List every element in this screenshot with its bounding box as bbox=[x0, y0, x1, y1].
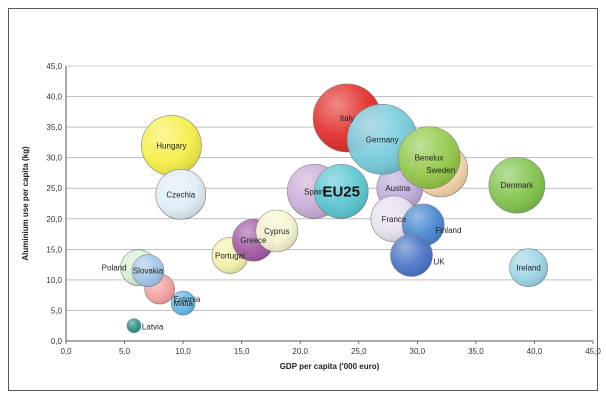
label-poland: Poland bbox=[102, 264, 127, 273]
label-eu25: EU25 bbox=[322, 183, 360, 200]
label-austria: Austria bbox=[385, 184, 410, 193]
label-italy: Italy bbox=[340, 114, 355, 123]
x-axis-title: GDP per capita ('000 euro) bbox=[280, 362, 380, 371]
label-portugal: Portugal bbox=[215, 251, 245, 260]
x-tick-label: 35,0 bbox=[468, 347, 484, 356]
label-cyprus: Cyprus bbox=[264, 227, 289, 236]
bubble-shine-slovakia bbox=[131, 254, 164, 287]
label-france: France bbox=[381, 215, 406, 224]
bubble-shine-latvia bbox=[126, 318, 141, 333]
bubbles bbox=[120, 83, 548, 334]
label-benelux: Benelux bbox=[415, 154, 444, 163]
bubble-shine-cyprus bbox=[255, 210, 298, 252]
bubble-shine-uk bbox=[390, 234, 433, 277]
label-spain: Spain bbox=[304, 187, 324, 196]
y-tick-label: 30,0 bbox=[46, 154, 62, 163]
label-finland: Finland bbox=[435, 226, 461, 235]
axes: 0,0 5,0 10,0 15,0 20,0 25,0 30,0 35,0 40,0 45,0 0,… bbox=[46, 62, 601, 356]
label-estonia: Estonia bbox=[174, 295, 201, 304]
label-uk: UK bbox=[433, 257, 445, 266]
label-denmark: Denmark bbox=[501, 181, 534, 190]
y-tick-label: 45,0 bbox=[46, 62, 62, 71]
y-tick-label: 0,0 bbox=[51, 337, 63, 346]
label-greece: Greece bbox=[240, 236, 267, 245]
x-tick-label: 10,0 bbox=[175, 347, 191, 356]
bubble-shine-benelux bbox=[398, 126, 461, 189]
bubble-shine-eu25 bbox=[314, 164, 369, 219]
label-slovakia: Slovakia bbox=[133, 267, 164, 276]
label-malta: Malta bbox=[173, 299, 193, 308]
y-tick-label: 20,0 bbox=[46, 215, 62, 224]
label-hungary: Hungary bbox=[156, 141, 186, 150]
bubble-shine-ireland bbox=[509, 248, 548, 287]
x-tick-label: 45,0 bbox=[585, 347, 601, 356]
y-tick-label: 5,0 bbox=[51, 306, 63, 315]
label-latvia: Latvia bbox=[142, 323, 164, 332]
x-tick-label: 15,0 bbox=[234, 347, 250, 356]
y-tick-label: 25,0 bbox=[46, 184, 62, 193]
x-tick-label: 0,0 bbox=[60, 347, 72, 356]
bubble-shine-malta bbox=[171, 291, 196, 316]
bubble-shine-denmark bbox=[488, 157, 545, 214]
label-sweden: Sweden bbox=[426, 166, 455, 175]
y-tick-label: 35,0 bbox=[46, 123, 62, 132]
bubble-shine-czechia bbox=[155, 169, 206, 220]
label-ireland: Ireland bbox=[516, 264, 540, 273]
y-tick-label: 10,0 bbox=[46, 276, 62, 285]
x-tick-label: 20,0 bbox=[292, 347, 308, 356]
x-tick-label: 5,0 bbox=[119, 347, 131, 356]
y-axis-title: Aluminium use per capita (kg) bbox=[21, 146, 30, 261]
label-germany: Germany bbox=[366, 135, 399, 144]
y-tick-label: 40,0 bbox=[46, 93, 62, 102]
y-tick-label: 15,0 bbox=[46, 245, 62, 254]
x-tick-label: 40,0 bbox=[527, 347, 543, 356]
bubble-shine-hungary bbox=[141, 115, 202, 176]
x-tick-label: 25,0 bbox=[351, 347, 367, 356]
x-tick-label: 30,0 bbox=[410, 347, 426, 356]
label-czechia: Czechia bbox=[166, 190, 195, 199]
